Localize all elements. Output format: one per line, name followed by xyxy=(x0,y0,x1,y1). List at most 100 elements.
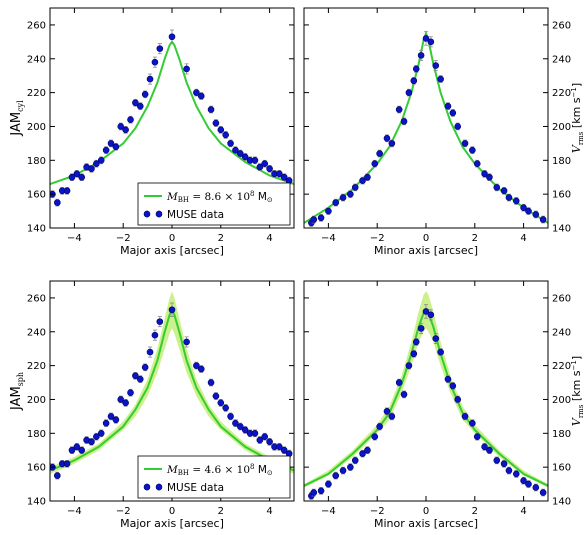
y-tick-label: 240 xyxy=(27,54,46,65)
y-tick-label: 160 xyxy=(27,190,46,201)
data-point xyxy=(520,476,527,485)
data-marker xyxy=(473,433,481,440)
x-tick-label: −2 xyxy=(116,506,131,517)
y-tick-label: 180 xyxy=(552,429,571,440)
x-tick-label: 0 xyxy=(169,506,175,517)
data-point xyxy=(193,361,200,370)
data-marker xyxy=(412,338,420,346)
data-marker xyxy=(410,77,418,85)
y-tick-label: 140 xyxy=(552,224,571,235)
data-marker xyxy=(122,399,129,407)
data-point xyxy=(473,432,481,441)
data-point xyxy=(122,399,129,407)
x-tick-label: −2 xyxy=(370,233,385,244)
y-tick-label: 200 xyxy=(552,122,571,133)
data-marker xyxy=(141,91,149,98)
data-marker xyxy=(525,480,532,488)
data-point xyxy=(481,443,488,451)
data-marker xyxy=(222,404,229,412)
panel-1: −4 −2 0 2 4 140 160 180 200 220 240 260 Major axis [… xyxy=(9,7,295,257)
panel-2: −4 −2 0 2 4 140 160 180 200 220 240 260 Minor axis [… xyxy=(303,7,585,257)
data-point xyxy=(417,322,425,334)
data-point xyxy=(127,388,134,397)
x-tick-label: 2 xyxy=(218,506,224,517)
data-point xyxy=(63,459,71,468)
data-point xyxy=(422,304,430,319)
data-marker xyxy=(317,487,325,495)
data-point xyxy=(241,153,249,161)
data-point xyxy=(325,207,332,215)
data-marker xyxy=(102,146,110,154)
data-marker xyxy=(437,348,444,356)
x-axis-label: Minor axis [arcsec] xyxy=(374,517,478,530)
data-marker xyxy=(449,109,457,117)
data-point xyxy=(317,487,325,495)
data-marker xyxy=(505,467,513,474)
data-marker xyxy=(383,408,391,415)
data-point xyxy=(168,29,176,44)
data-marker xyxy=(97,430,105,437)
y-tick-label: 220 xyxy=(27,88,46,99)
data-point xyxy=(437,348,444,356)
data-marker xyxy=(410,350,418,358)
x-tick-label: 4 xyxy=(266,506,272,517)
data-point xyxy=(461,139,469,148)
data-marker xyxy=(183,65,190,73)
data-point xyxy=(539,215,547,224)
model-uncertainty-band xyxy=(50,291,294,474)
data-marker xyxy=(197,92,205,100)
data-marker xyxy=(493,184,501,191)
legend-data-label: MUSE data xyxy=(167,209,224,221)
data-point xyxy=(197,365,205,373)
data-marker xyxy=(266,165,273,173)
data-point xyxy=(246,156,254,165)
data-marker xyxy=(217,126,225,134)
data-point xyxy=(371,159,379,168)
plot-area xyxy=(50,29,294,207)
data-marker xyxy=(141,364,149,371)
data-point xyxy=(339,466,347,475)
x-tick-label: 0 xyxy=(423,506,429,517)
data-point xyxy=(427,36,435,48)
data-marker xyxy=(376,423,383,430)
data-marker xyxy=(146,348,154,356)
data-marker xyxy=(417,52,425,59)
x-axis-label: Major axis [arcsec] xyxy=(120,517,224,530)
data-marker xyxy=(261,433,269,440)
data-point xyxy=(486,173,493,182)
data-point xyxy=(237,149,244,158)
data-point xyxy=(156,316,164,328)
y-axis-label: Vrms [km s−1] xyxy=(570,83,585,153)
data-point xyxy=(427,309,435,321)
data-marker xyxy=(469,419,476,427)
data-point xyxy=(212,119,220,127)
data-marker xyxy=(405,362,413,369)
data-point xyxy=(417,49,425,61)
data-point xyxy=(280,173,288,182)
legend-model-label: MBH = 4.6 × 108 M⊙ xyxy=(166,463,273,477)
data-marker xyxy=(97,157,105,164)
data-point xyxy=(500,186,508,195)
y-tick-label: 240 xyxy=(552,54,571,65)
data-point xyxy=(454,122,462,131)
data-marker xyxy=(78,173,86,181)
x-tick-label: 4 xyxy=(520,506,526,517)
data-marker xyxy=(261,160,269,167)
data-marker xyxy=(207,106,215,113)
data-point xyxy=(227,412,234,421)
data-point xyxy=(83,436,90,444)
plot-area xyxy=(304,291,548,500)
y-tick-label: 240 xyxy=(552,327,571,338)
data-point xyxy=(359,176,366,185)
data-marker xyxy=(332,199,340,206)
data-point xyxy=(256,436,264,444)
data-point xyxy=(246,429,254,438)
model-line xyxy=(50,307,294,472)
data-point xyxy=(410,76,418,85)
data-marker xyxy=(212,119,220,127)
data-point xyxy=(405,361,413,370)
data-point xyxy=(405,88,413,97)
data-point xyxy=(512,197,520,205)
data-marker xyxy=(347,190,354,198)
data-marker xyxy=(405,89,413,96)
